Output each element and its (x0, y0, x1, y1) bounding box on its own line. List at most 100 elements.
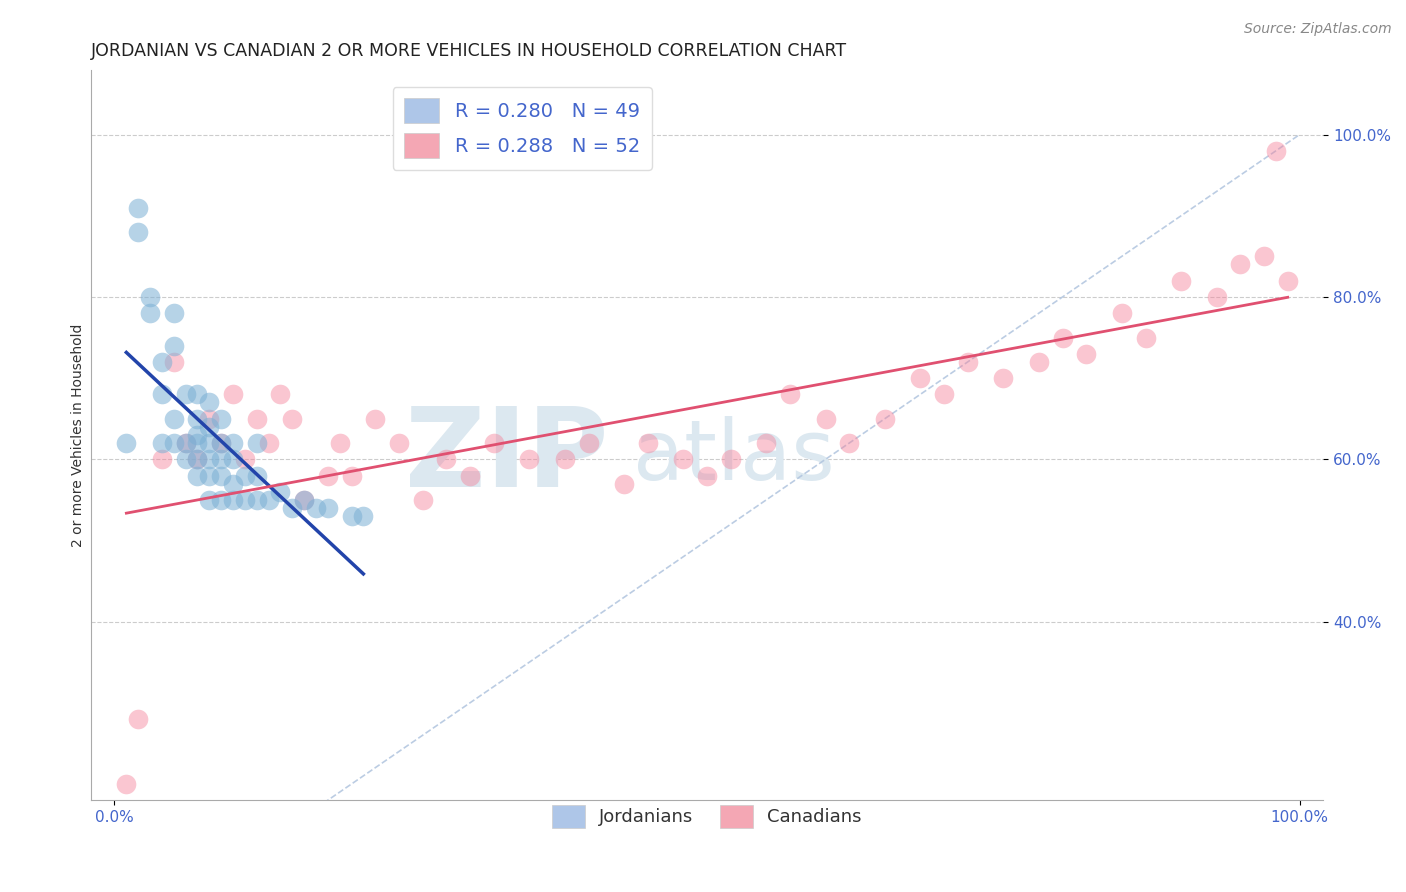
Point (115, 777, 138, 791)
Point (127, 201, 149, 215)
Point (186, 468, 208, 483)
Point (1028, 355, 1050, 369)
Point (163, 355, 186, 369)
Point (340, 468, 363, 483)
Point (127, 712, 149, 726)
Point (517, 452, 540, 467)
Point (198, 492, 221, 507)
Point (186, 452, 208, 467)
Point (482, 436, 505, 450)
Point (257, 436, 280, 450)
Point (209, 492, 232, 507)
Point (246, 468, 269, 483)
Point (209, 452, 232, 467)
Point (222, 492, 245, 507)
Point (186, 436, 208, 450)
Point (873, 411, 896, 425)
Point (246, 492, 269, 507)
Legend: Jordanians, Canadians: Jordanians, Canadians (546, 797, 869, 835)
Point (412, 492, 434, 507)
Point (127, 225, 149, 239)
Point (233, 452, 256, 467)
Point (1277, 274, 1299, 288)
Point (838, 436, 860, 450)
Point (696, 468, 718, 483)
Text: JORDANIAN VS CANADIAN 2 OR MORE VEHICLES IN HOUSEHOLD CORRELATION CHART: JORDANIAN VS CANADIAN 2 OR MORE VEHICLES… (91, 42, 846, 60)
Point (613, 476, 636, 491)
Point (281, 411, 304, 425)
Point (578, 436, 600, 450)
Point (814, 411, 837, 425)
Point (292, 492, 315, 507)
Point (1170, 274, 1192, 288)
Point (150, 436, 173, 450)
Point (246, 411, 269, 425)
Point (720, 452, 742, 467)
Point (269, 484, 291, 499)
Point (209, 468, 232, 483)
Point (316, 468, 339, 483)
Point (209, 411, 232, 425)
Point (434, 452, 457, 467)
Point (352, 509, 374, 524)
Point (163, 338, 186, 352)
Point (932, 387, 955, 401)
Point (1052, 330, 1074, 344)
Point (198, 452, 221, 467)
Point (150, 452, 173, 467)
Point (174, 387, 197, 401)
Point (222, 436, 245, 450)
Point (246, 436, 269, 450)
Point (186, 411, 208, 425)
Point (198, 468, 221, 483)
Point (174, 436, 197, 450)
Y-axis label: 2 or more Vehicles in Household: 2 or more Vehicles in Household (72, 323, 86, 547)
Point (174, 452, 197, 467)
Point (163, 306, 186, 320)
Point (672, 452, 695, 467)
Point (292, 492, 315, 507)
Point (1205, 290, 1227, 304)
Text: ZIP: ZIP (405, 403, 609, 510)
Point (139, 290, 162, 304)
Point (186, 387, 208, 401)
Point (779, 387, 801, 401)
Point (993, 371, 1015, 385)
Point (305, 500, 328, 515)
Point (150, 355, 173, 369)
Point (163, 436, 186, 450)
Text: Source: ZipAtlas.com: Source: ZipAtlas.com (1244, 22, 1392, 37)
Point (1253, 249, 1275, 263)
Point (554, 452, 576, 467)
Point (233, 492, 256, 507)
Point (316, 500, 339, 515)
Point (458, 468, 481, 483)
Point (956, 355, 979, 369)
Point (1264, 144, 1286, 158)
Point (209, 436, 232, 450)
Point (269, 387, 291, 401)
Point (150, 387, 173, 401)
Point (281, 500, 304, 515)
Point (910, 371, 932, 385)
Point (222, 476, 245, 491)
Point (139, 306, 162, 320)
Point (209, 436, 232, 450)
Point (198, 411, 221, 425)
Point (198, 419, 221, 434)
Point (163, 411, 186, 425)
Point (186, 428, 208, 442)
Point (755, 436, 778, 450)
Point (1111, 306, 1133, 320)
Point (1076, 347, 1098, 361)
Point (233, 468, 256, 483)
Text: atlas: atlas (633, 417, 835, 498)
Point (186, 452, 208, 467)
Point (388, 436, 411, 450)
Point (340, 509, 363, 524)
Point (329, 436, 352, 450)
Point (364, 411, 387, 425)
Point (222, 387, 245, 401)
Point (115, 436, 138, 450)
Point (174, 436, 197, 450)
